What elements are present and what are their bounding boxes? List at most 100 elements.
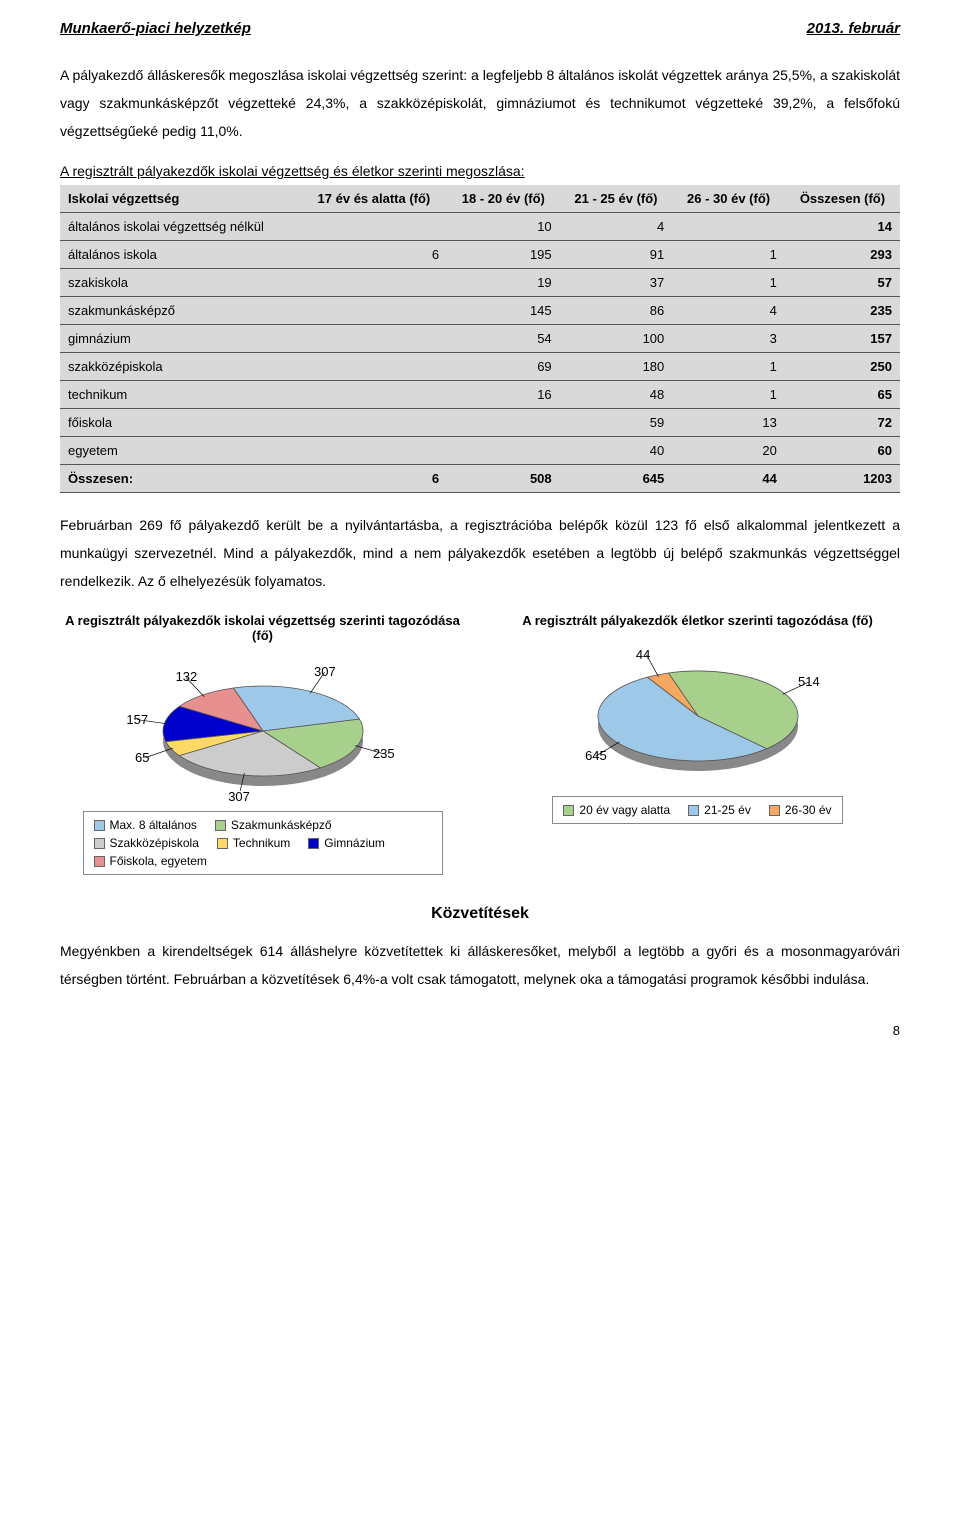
table-cell xyxy=(447,409,560,437)
table-row: technikum1648165 xyxy=(60,381,900,409)
table-row: főiskola 591372 xyxy=(60,409,900,437)
page-header: Munkaerő-piaci helyzetkép 2013. február xyxy=(60,20,900,37)
table-cell: 59 xyxy=(560,409,673,437)
table-row: általános iskolai végzettség nélkül10414 xyxy=(60,213,900,241)
table-row: általános iskola6195911293 xyxy=(60,241,900,269)
table-row: szakiskola1937157 xyxy=(60,269,900,297)
legend-label: 20 év vagy alatta xyxy=(579,803,670,817)
legend-label: Max. 8 általános xyxy=(110,818,197,832)
legend-item: Max. 8 általános xyxy=(94,818,197,832)
table-cell: Összesen: xyxy=(60,465,301,493)
table-cell: 4 xyxy=(560,213,673,241)
table-cell xyxy=(447,437,560,465)
page-number: 8 xyxy=(60,1023,900,1038)
pie-chart-2: 51464544 xyxy=(538,636,858,776)
table-cell: 40 xyxy=(560,437,673,465)
paragraph-3: Megyénkben a kirendeltségek 614 álláshel… xyxy=(60,937,900,993)
table-cell: 65 xyxy=(785,381,900,409)
legend-item: Gimnázium xyxy=(308,836,385,850)
table-cell xyxy=(301,437,447,465)
table-cell: szakmunkásképző xyxy=(60,297,301,325)
legend-swatch xyxy=(769,805,780,816)
table-cell: 4 xyxy=(672,297,785,325)
table-cell: 250 xyxy=(785,353,900,381)
table-cell: 1 xyxy=(672,381,785,409)
legend-item: Szakközépiskola xyxy=(94,836,199,850)
header-right: 2013. február xyxy=(807,20,900,37)
table-cell: 72 xyxy=(785,409,900,437)
legend-label: Szakmunkásképző xyxy=(231,818,332,832)
education-age-table: Iskolai végzettség17 év és alatta (fő)18… xyxy=(60,185,900,493)
table-cell: 293 xyxy=(785,241,900,269)
paragraph-1: A pályakezdő álláskeresők megoszlása isk… xyxy=(60,61,900,145)
table-cell: 180 xyxy=(560,353,673,381)
table-cell: 235 xyxy=(785,297,900,325)
legend-item: 20 év vagy alatta xyxy=(563,803,670,817)
legend-label: 21-25 év xyxy=(704,803,751,817)
table-cell: 60 xyxy=(785,437,900,465)
table-cell: 6 xyxy=(301,241,447,269)
table-cell: szakközépiskola xyxy=(60,353,301,381)
pie-callout-label: 307 xyxy=(228,789,250,804)
table-cell: 3 xyxy=(672,325,785,353)
pie-callout-label: 132 xyxy=(176,669,198,684)
table-title: A regisztrált pályakezdők iskolai végzet… xyxy=(60,163,900,179)
table-row: egyetem402060 xyxy=(60,437,900,465)
chart-1-col: A regisztrált pályakezdők iskolai végzet… xyxy=(60,613,465,875)
table-cell xyxy=(301,353,447,381)
pie-callout-label: 307 xyxy=(314,664,336,679)
table-cell: általános iskolai végzettség nélkül xyxy=(60,213,301,241)
legend-item: 26-30 év xyxy=(769,803,832,817)
legend-swatch xyxy=(94,838,105,849)
table-cell: főiskola xyxy=(60,409,301,437)
table-cell: 57 xyxy=(785,269,900,297)
table-header-cell: Összesen (fő) xyxy=(785,185,900,213)
table-header-cell: 26 - 30 év (fő) xyxy=(672,185,785,213)
legend-label: Szakközépiskola xyxy=(110,836,199,850)
legend-label: Gimnázium xyxy=(324,836,385,850)
legend-label: Technikum xyxy=(233,836,290,850)
table-cell: 14 xyxy=(785,213,900,241)
pie-callout-label: 235 xyxy=(373,746,395,761)
pie-callout-label: 44 xyxy=(636,647,650,662)
table-cell xyxy=(672,213,785,241)
legend-swatch xyxy=(217,838,228,849)
table-cell: gimnázium xyxy=(60,325,301,353)
table-row: Összesen:6508645441203 xyxy=(60,465,900,493)
table-cell xyxy=(301,409,447,437)
table-cell: szakiskola xyxy=(60,269,301,297)
table-header-cell: 18 - 20 év (fő) xyxy=(447,185,560,213)
legend-swatch xyxy=(94,856,105,867)
table-cell: 13 xyxy=(672,409,785,437)
pie-chart-1: 30723530765157132 xyxy=(103,651,423,791)
table-cell: 145 xyxy=(447,297,560,325)
legend-item: Főiskola, egyetem xyxy=(94,854,207,868)
table-row: szakmunkásképző 145864235 xyxy=(60,297,900,325)
table-cell: 69 xyxy=(447,353,560,381)
table-cell: 86 xyxy=(560,297,673,325)
table-row: szakközépiskola 691801250 xyxy=(60,353,900,381)
table-cell: 100 xyxy=(560,325,673,353)
table-header-cell: Iskolai végzettség xyxy=(60,185,301,213)
header-left: Munkaerő-piaci helyzetkép xyxy=(60,20,251,37)
legend-swatch xyxy=(688,805,699,816)
table-cell: 645 xyxy=(560,465,673,493)
legend-1: Max. 8 általános Szakmunkásképző Szakközép… xyxy=(83,811,443,875)
table-header-cell: 21 - 25 év (fő) xyxy=(560,185,673,213)
table-cell: általános iskola xyxy=(60,241,301,269)
legend-swatch xyxy=(563,805,574,816)
chart-1-title: A regisztrált pályakezdők iskolai végzet… xyxy=(60,613,465,643)
pie-callout-label: 514 xyxy=(798,674,820,689)
legend-item: 21-25 év xyxy=(688,803,751,817)
pie-callout-label: 157 xyxy=(126,712,148,727)
table-cell: 6 xyxy=(301,465,447,493)
legend-swatch xyxy=(215,820,226,831)
table-cell: 44 xyxy=(672,465,785,493)
pie-callout-label: 65 xyxy=(135,750,149,765)
table-cell: 91 xyxy=(560,241,673,269)
table-cell: 1 xyxy=(672,241,785,269)
legend-swatch xyxy=(94,820,105,831)
table-cell xyxy=(301,213,447,241)
table-cell: 1 xyxy=(672,353,785,381)
table-cell: 48 xyxy=(560,381,673,409)
